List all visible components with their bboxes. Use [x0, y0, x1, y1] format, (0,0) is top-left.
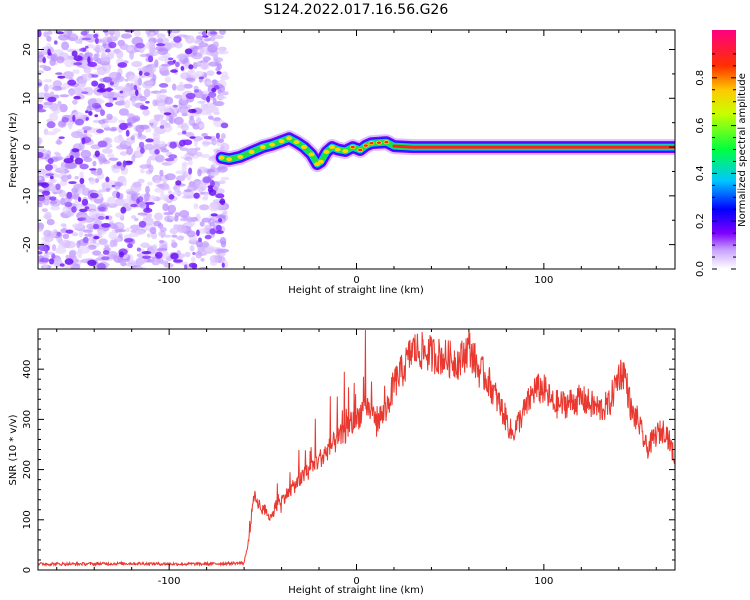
colorbar-tick-label: 0.6: [695, 118, 706, 134]
snr-y-tick-label: 0: [22, 567, 33, 573]
snr-y-tick-label: 400: [22, 360, 33, 379]
colorbar-label: Normalized spectral amplitude: [737, 73, 748, 227]
spectrogram-y-tick-label: 10: [22, 92, 33, 105]
snr-y-axis-label: SNR (10 * v/v): [8, 414, 19, 485]
spectrogram-y-tick-label: 0: [22, 144, 33, 150]
snr-line: [38, 329, 675, 568]
snr-x-tick-label: -100: [158, 576, 181, 587]
snr-panel: -100 0 100 0 100 200 300 400 Height of straigh…: [8, 328, 676, 596]
snr-x-tick-label: 0: [353, 576, 359, 587]
spectrogram-y-tick-label: 20: [22, 43, 33, 56]
colorbar-tick-label: 0.2: [695, 213, 706, 229]
spectrogram-x-axis-label: Height of straight line (km): [288, 285, 424, 296]
noise-region: [38, 30, 230, 269]
figure-title: S124.2022.017.16.56.G26: [264, 2, 449, 18]
spectrogram-y-ticks: -20 -10 0 10 20: [22, 43, 675, 270]
snr-frame: [37, 328, 676, 571]
spectrogram-y-tick-label: -10: [22, 188, 33, 204]
spectrogram-y-tick-label: -20: [22, 236, 33, 252]
snr-series: [38, 329, 675, 568]
spectrogram-x-tick-label: -100: [158, 275, 181, 286]
colorbar-ticks: 0.0 0.2 0.4 0.6 0.8: [695, 53, 736, 277]
colorbar-tick-label: 0.4: [695, 165, 706, 181]
frequency-ridge: [213, 130, 675, 173]
snr-y-tick-label: 300: [22, 410, 33, 429]
colorbar-tick-label: 0.0: [695, 261, 706, 277]
spectrogram-x-tick-label: 0: [353, 275, 359, 286]
snr-x-tick-label: 100: [534, 576, 553, 587]
snr-x-ticks: -100 0 100: [56, 329, 657, 587]
spectrogram-x-ticks: -100 0 100: [56, 30, 657, 286]
snr-x-axis-label: Height of straight line (km): [288, 585, 424, 596]
colorbar-tick-label: 0.8: [695, 70, 706, 86]
spectrogram-x-tick-label: 100: [534, 275, 553, 286]
snr-y-ticks: 0 100 200 300 400: [22, 328, 675, 573]
spectrogram-y-axis-label: Frequency (Hz): [8, 112, 19, 188]
snr-y-tick-label: 100: [22, 510, 33, 529]
colorbar-gradient: [712, 30, 736, 269]
colorbar: 0.0 0.2 0.4 0.6 0.8 Normalized spectral ampl…: [695, 30, 748, 277]
snr-y-tick-label: 200: [22, 460, 33, 479]
